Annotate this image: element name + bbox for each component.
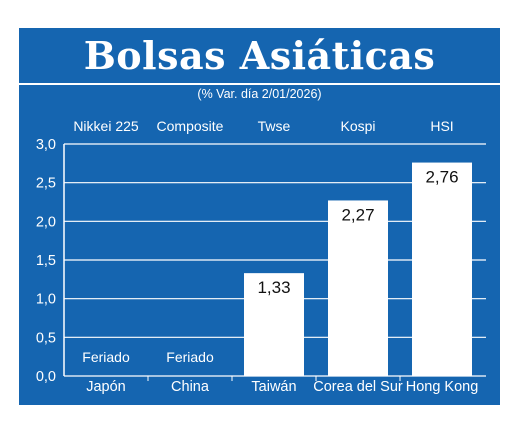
x-tick-label: China: [171, 379, 210, 395]
data-label: 2,27: [341, 205, 374, 224]
index-label: Composite: [157, 118, 224, 134]
data-label: 1,33: [257, 278, 290, 297]
x-tick-label: Taiwán: [251, 379, 296, 395]
data-label: Feriado: [82, 349, 130, 365]
y-tick-label: 1,5: [36, 253, 56, 269]
index-label: Nikkei 225: [73, 118, 139, 134]
x-tick-label: Corea del Sur: [313, 379, 403, 395]
x-tick-label: Hong Kong: [406, 379, 479, 395]
y-tick-label: 3,0: [36, 137, 56, 153]
index-label: HSI: [430, 118, 453, 134]
x-tick-label: Japón: [86, 379, 126, 395]
data-label: Feriado: [166, 349, 214, 365]
chart-subtitle: (% Var. día 2/01/2026): [197, 87, 322, 101]
y-tick-label: 0,5: [36, 330, 56, 346]
data-label: 2,76: [425, 168, 458, 187]
bar: [412, 162, 472, 376]
index-label: Twse: [258, 118, 291, 134]
y-tick-label: 2,5: [36, 176, 56, 192]
bar: [244, 273, 304, 376]
index-label: Kospi: [340, 118, 375, 134]
chart-title: Bolsas Asiáticas: [19, 28, 500, 85]
y-tick-label: 0,0: [36, 369, 56, 385]
y-tick-label: 1,0: [36, 292, 56, 308]
y-tick-label: 2,0: [36, 214, 56, 230]
bar: [328, 200, 388, 376]
